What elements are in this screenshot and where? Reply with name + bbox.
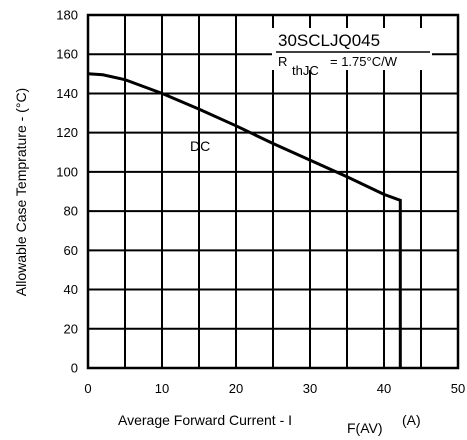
y-tick-labels: 0 20 40 60 80 100 120 140 160 180 <box>56 8 78 376</box>
y-axis-label: Allowable Case Temprature - (°C) <box>13 88 29 296</box>
x-tick-label: 10 <box>155 381 169 396</box>
y-tick-label: 120 <box>56 125 78 140</box>
x-tick-label: 30 <box>303 381 317 396</box>
y-tick-label: 40 <box>64 282 78 297</box>
rth-value: = 1.75°C/W <box>330 54 398 69</box>
x-axis-label-subscript: F(AV) <box>347 420 383 436</box>
plot-frame <box>86 13 460 370</box>
rth-symbol: R <box>278 54 287 69</box>
part-number: 30SCLJQ045 <box>278 31 380 50</box>
series-label-dc: DC <box>190 138 210 154</box>
x-axis-label-unit: (A) <box>402 412 421 428</box>
rth-subscript: thJC <box>292 63 319 78</box>
y-tick-label: 160 <box>56 47 78 62</box>
y-tick-label: 0 <box>71 361 78 376</box>
x-tick-label: 0 <box>84 381 91 396</box>
y-tick-label: 180 <box>56 8 78 23</box>
y-tick-label: 140 <box>56 86 78 101</box>
y-tick-label: 100 <box>56 164 78 179</box>
y-tick-label: 60 <box>64 243 78 258</box>
part-number-box <box>272 28 432 70</box>
x-tick-label: 50 <box>451 381 465 396</box>
x-tick-label: 40 <box>377 381 391 396</box>
series-line-dc <box>87 72 402 368</box>
x-tick-label: 20 <box>229 381 243 396</box>
x-axis-label: Average Forward Current - I <box>118 412 292 428</box>
y-tick-label: 80 <box>64 204 78 219</box>
y-tick-label: 20 <box>64 321 78 336</box>
x-tick-labels: 0 10 20 30 40 50 <box>84 381 465 396</box>
